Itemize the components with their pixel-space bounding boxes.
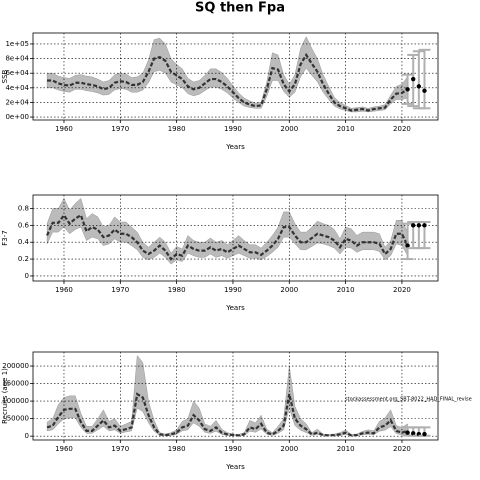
- x-tick-label: 1980: [168, 125, 186, 133]
- annotation: stockassessment.org_SBT-8022_HAD_FINAL_r…: [345, 397, 472, 403]
- projection-point: [411, 223, 416, 228]
- x-tick-label: 2000: [280, 445, 298, 453]
- projection-point: [411, 76, 416, 82]
- y-tick-label: 2e+04: [5, 98, 29, 106]
- plot-frame: [32, 351, 439, 441]
- x-tick-label: 2010: [337, 286, 355, 294]
- y-tick-label: 0: [25, 432, 29, 440]
- x-tick-label: 2000: [280, 125, 298, 133]
- y-tick-label: 0.6: [18, 221, 30, 229]
- panel: 1960 1970 1980 1990 2000 2010 2020 0 50000 100000…: [1, 351, 472, 471]
- projection-point: [422, 431, 427, 437]
- x-axis-label: Years: [225, 463, 245, 471]
- y-tick-label: 100000: [2, 397, 29, 405]
- plot-frame: [32, 194, 439, 282]
- x-tick-label: 1960: [55, 286, 73, 294]
- x-tick-label: 1990: [224, 125, 242, 133]
- y-tick-label: 6e+04: [5, 69, 29, 77]
- y-tick-label: 50000: [7, 415, 29, 423]
- x-tick-label: 1960: [55, 125, 73, 133]
- y-axis-label: F3-7: [1, 230, 9, 245]
- projection-point: [411, 431, 416, 436]
- estimate-line: [46, 392, 408, 437]
- y-tick-label: 0.2: [18, 255, 29, 263]
- x-tick-label: 1970: [111, 125, 129, 133]
- x-tick-label: 2000: [280, 286, 298, 294]
- projection-point: [405, 430, 410, 435]
- x-tick-label: 1990: [224, 286, 242, 294]
- panel: 1960 1970 1980 1990 2000 2010 2020 0e+00 2e+04 4e…: [1, 32, 439, 151]
- x-tick-label: 1970: [111, 445, 129, 453]
- x-tick-label: 1980: [168, 445, 186, 453]
- x-axis-label: Years: [225, 304, 245, 312]
- y-tick-label: 0.8: [18, 204, 29, 212]
- projection-point: [405, 243, 410, 248]
- y-axis-label: Recruits (age 1): [1, 368, 9, 424]
- plot-frame: [32, 32, 439, 121]
- x-tick-label: 1990: [224, 445, 242, 453]
- y-tick-label: 0.4: [18, 238, 30, 246]
- y-tick-label: 8e+04: [5, 55, 29, 63]
- y-tick-label: 0e+00: [5, 113, 29, 121]
- projection-point: [422, 88, 427, 93]
- y-tick-label: 200000: [2, 362, 29, 370]
- x-axis-label: Years: [225, 143, 245, 151]
- panel: 1960 1970 1980 1990 2000 2010 2020 0 0.2 0.4 0.6 0.…: [1, 194, 439, 312]
- x-tick-label: 2010: [337, 445, 355, 453]
- x-tick-label: 2020: [393, 125, 411, 133]
- x-tick-label: 1980: [168, 286, 186, 294]
- confidence-band: [46, 36, 408, 113]
- projection-point: [422, 223, 427, 228]
- y-tick-label: 1e+05: [5, 40, 29, 48]
- y-tick-label: 150000: [2, 380, 29, 388]
- x-tick-label: 1970: [111, 286, 129, 294]
- y-axis-label: SSB: [1, 69, 9, 83]
- estimate-line: [47, 52, 409, 112]
- x-tick-label: 2010: [337, 125, 355, 133]
- projection-point: [416, 223, 422, 228]
- projection-point: [416, 84, 422, 89]
- estimate-line: [46, 213, 409, 261]
- confidence-band: [46, 197, 408, 265]
- x-tick-label: 1960: [55, 445, 73, 453]
- y-tick-label: 4e+04: [5, 84, 29, 92]
- figure-title: SQ then Fpa: [195, 1, 285, 16]
- y-tick-label: 0: [25, 272, 29, 280]
- x-tick-label: 2020: [393, 286, 411, 294]
- projection-point: [405, 87, 410, 92]
- x-tick-label: 2020: [393, 445, 411, 453]
